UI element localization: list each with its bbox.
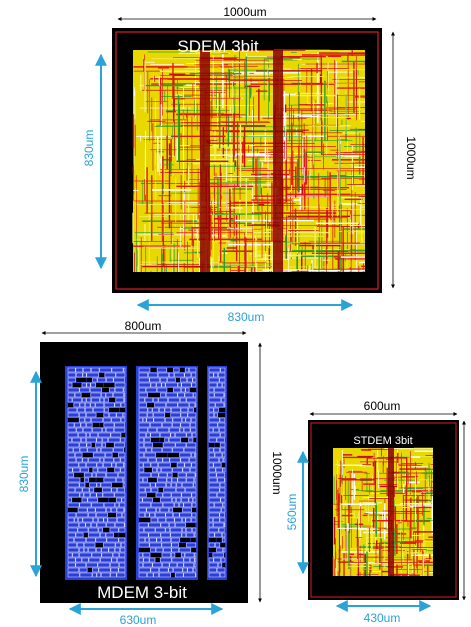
sdem-title: SDEM 3bit [177, 37, 259, 56]
stdem-die-border [310, 422, 457, 598]
mdem-standard-cells [67, 367, 226, 578]
mdem-chip: MDEM 3-bit [40, 342, 248, 603]
stdem-title: STDEM 3bit [353, 435, 412, 447]
sdem-core-width-label: 830um [228, 310, 265, 324]
mdem-core-width-label: 630um [120, 613, 157, 627]
stdem-chip: STDEM 3bit [308, 420, 459, 600]
sdem-die-border [115, 31, 379, 290]
stdem-core-height-label: 560um [285, 494, 299, 531]
stdem-outer-width-label: 600um [364, 399, 401, 413]
sdem-outer-width-label: 1000um [223, 5, 266, 19]
sdem-chip: SDEM 3bit [112, 28, 382, 293]
mdem-outer-width-label: 800um [125, 319, 162, 333]
sdem-core-height-label: 830um [82, 130, 96, 167]
sdem-outer-height-label: 1000um [404, 136, 418, 179]
mdem-title: MDEM 3-bit [97, 583, 187, 602]
mdem-outer-height-label: 1000um [270, 451, 284, 494]
stdem-core-width-label: 430um [364, 611, 401, 625]
mdem-core-height-label: 830um [17, 456, 31, 493]
